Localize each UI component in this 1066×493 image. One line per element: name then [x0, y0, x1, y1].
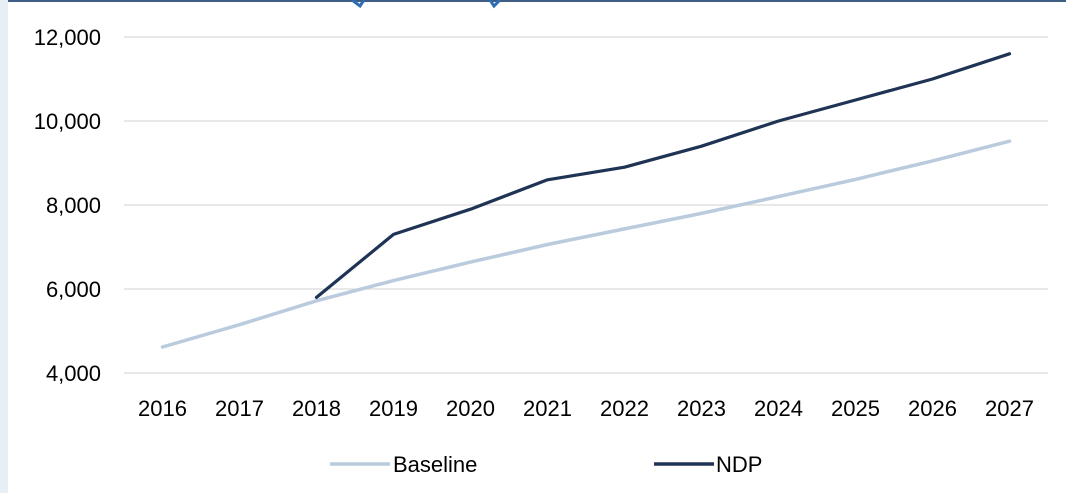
- top-border: [0, 0, 1066, 12]
- y-tick-label: 4,000: [46, 361, 101, 386]
- y-tick-label: 8,000: [46, 193, 101, 218]
- x-tick-label: 2026: [908, 396, 957, 421]
- x-tick-label: 2027: [985, 396, 1034, 421]
- x-tick-label: 2017: [215, 396, 264, 421]
- x-tick-label: 2018: [292, 396, 341, 421]
- series-lines: [160, 52, 1012, 349]
- y-tick-label: 6,000: [46, 277, 101, 302]
- legend-label-ndp: NDP: [716, 452, 762, 477]
- x-tick-label: 2022: [600, 396, 649, 421]
- cutoff-title-fragment: [351, 0, 502, 9]
- y-tick-label: 12,000: [34, 25, 101, 50]
- left-band: [0, 0, 8, 493]
- series-line-ndp: [314, 52, 1012, 299]
- x-tick-label: 2025: [831, 396, 880, 421]
- x-tick-label: 2019: [369, 396, 418, 421]
- legend: Baseline NDP: [330, 452, 762, 477]
- series-line-baseline: [160, 139, 1012, 349]
- x-tick-label: 2023: [677, 396, 726, 421]
- x-axis-ticks: 2016 2017 2018 2019 2020 2021 2022 2023 2024 2025…: [138, 396, 1034, 421]
- x-tick-label: 2021: [523, 396, 572, 421]
- y-tick-label: 10,000: [34, 109, 101, 134]
- gridlines: [124, 36, 1048, 374]
- y-axis-ticks: 4,000 6,000 8,000 10,000 12,000: [34, 25, 101, 386]
- x-tick-label: 2016: [138, 396, 187, 421]
- x-tick-label: 2020: [446, 396, 495, 421]
- x-tick-label: 2024: [754, 396, 803, 421]
- legend-label-baseline: Baseline: [393, 452, 477, 477]
